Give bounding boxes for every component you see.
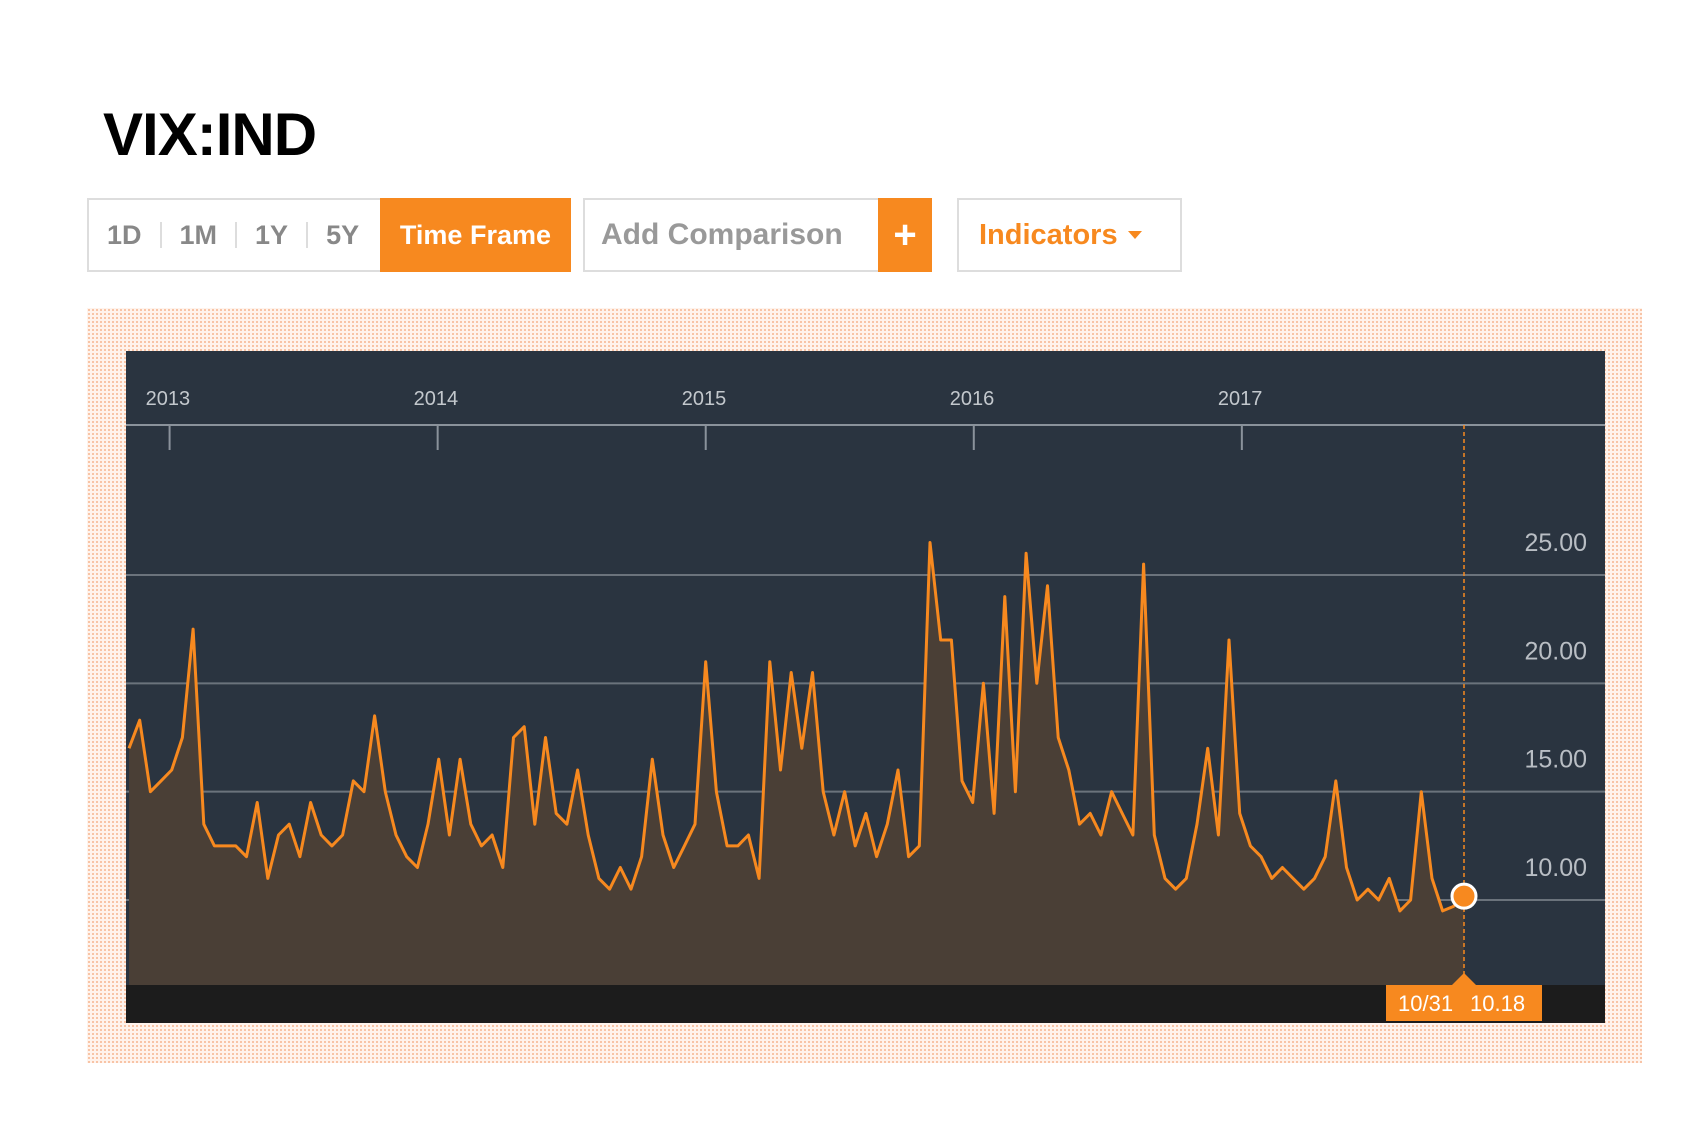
y-tick-label: 25.00 [1524, 529, 1587, 557]
add-comparison-button[interactable]: + [878, 198, 932, 272]
x-tick-label: 2016 [950, 388, 995, 410]
x-tick-label: 2014 [414, 388, 459, 410]
dropdown-caret [1127, 231, 1142, 239]
x-tick-label: 2017 [1218, 388, 1263, 410]
indicators-label: Indicators [979, 218, 1118, 251]
tooltip [1386, 985, 1542, 1021]
ticker-title: VIX:IND [103, 101, 317, 168]
range-button[interactable]: 1D [89, 222, 162, 249]
tooltip-date: 10/31 [1398, 991, 1453, 1016]
price-line [127, 541, 1466, 913]
range-button[interactable]: 1Y [237, 222, 309, 249]
indicators-button[interactable]: Indicators [957, 198, 1182, 272]
tooltip-value: 10.18 [1470, 991, 1525, 1016]
tooltip-pointer [1452, 973, 1476, 985]
range-button[interactable]: 1M [162, 222, 238, 249]
y-tick-label: 10.00 [1524, 854, 1587, 882]
time-frame-button[interactable]: Time Frame [379, 198, 571, 272]
area [129, 542, 1464, 985]
y-tick-label: 15.00 [1524, 746, 1587, 774]
range-button[interactable]: 5Y [326, 220, 360, 250]
chart-footer [126, 985, 1605, 1023]
x-tick-label: 2015 [682, 388, 727, 410]
range-selector: 1D 1M 1Y 5Y Time Frame [87, 198, 571, 272]
y-tick-label: 20.00 [1524, 637, 1587, 665]
last-point [1450, 882, 1478, 910]
x-tick-label: 2013 [146, 388, 191, 410]
comparison-placeholder: Add Comparison [601, 218, 843, 251]
comparison-input[interactable]: Add Comparison + [583, 198, 932, 272]
